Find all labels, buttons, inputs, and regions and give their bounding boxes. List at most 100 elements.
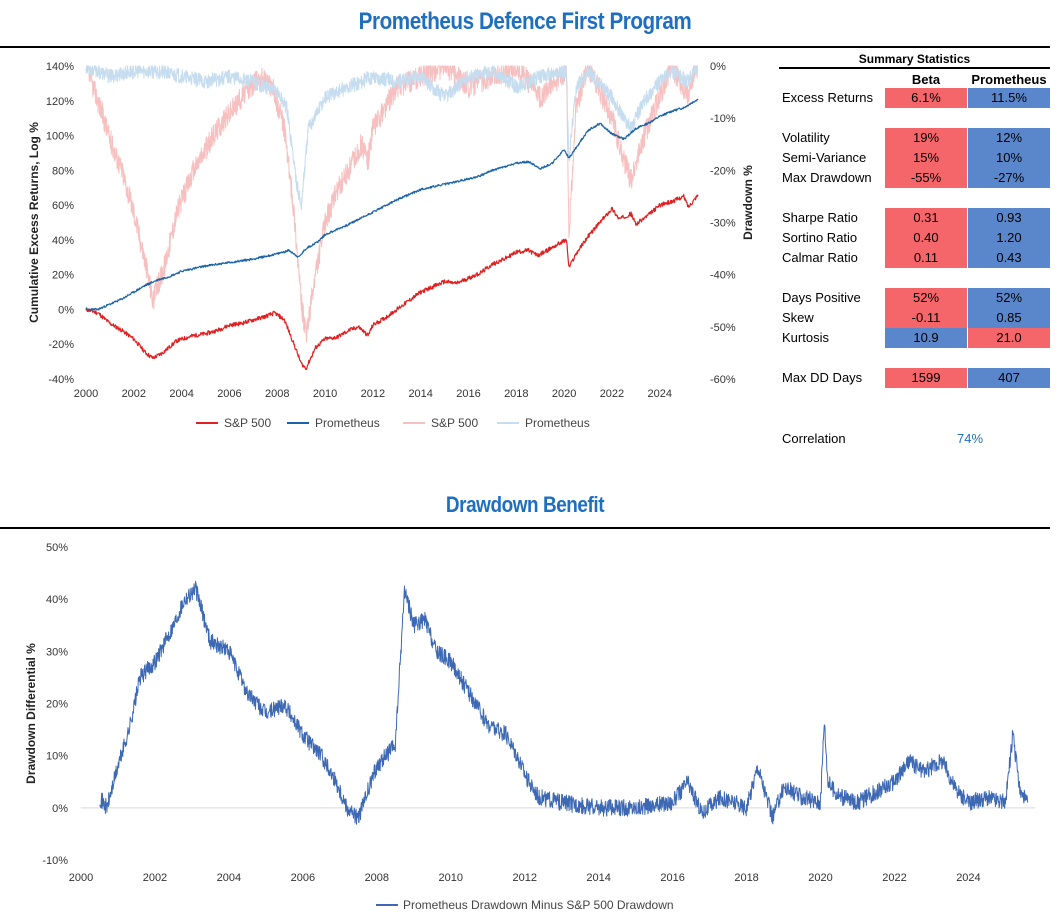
legend-label: S&P 500: [224, 416, 271, 430]
stat-prometheus-value: 21.0: [968, 328, 1050, 348]
x-tick-label: 2004: [217, 872, 241, 884]
correlation-label: Correlation: [782, 431, 846, 446]
stat-beta-value: 10.9: [885, 328, 967, 348]
legend-label: Prometheus Drawdown Minus S&P 500 Drawdo…: [403, 898, 674, 912]
stat-prometheus-value: 1.20: [968, 228, 1050, 248]
stat-beta-value: 0.31: [885, 208, 967, 228]
x-tick-label: 2022: [882, 872, 906, 884]
y2-tick-label: -30%: [710, 218, 736, 230]
stat-row: Sortino Ratio 0.40 1.20: [779, 228, 1050, 248]
y2-tick-label: 0%: [710, 61, 726, 73]
stat-beta-value: 6.1%: [885, 88, 967, 108]
legend-label: S&P 500: [431, 416, 478, 430]
x-tick-label: 2000: [74, 388, 98, 400]
x-tick-label: 2004: [169, 388, 193, 400]
correlation-value: 74%: [957, 431, 984, 446]
x-tick-label: 2006: [217, 388, 241, 400]
series-line-1: [85, 98, 699, 311]
series-line-2: [85, 65, 699, 343]
x-tick-label: 2002: [143, 872, 167, 884]
x-tick-label: 2014: [586, 872, 610, 884]
x-tick-label: 2012: [512, 872, 536, 884]
stat-label: Calmar Ratio: [782, 250, 858, 265]
col-header-beta: Beta: [911, 72, 941, 87]
stat-label: Sortino Ratio: [782, 230, 858, 245]
stat-prometheus-value: 10%: [968, 148, 1050, 168]
stat-label: Max Drawdown: [782, 170, 872, 185]
x-tick-label: 2016: [456, 388, 480, 400]
y-tick-label: 20%: [46, 699, 68, 711]
stat-beta-value: -55%: [885, 168, 967, 188]
stat-row: Kurtosis 10.9 21.0: [779, 328, 1050, 348]
y-tick-label: 0%: [58, 304, 74, 316]
x-tick-label: 2018: [504, 388, 528, 400]
y-tick-label: -10%: [42, 855, 68, 867]
stat-row: Skew -0.11 0.85: [779, 308, 1050, 328]
stat-row: Max Drawdown -55% -27%: [779, 168, 1050, 188]
stat-prometheus-value: 407: [968, 368, 1050, 388]
x-tick-label: 2012: [361, 388, 385, 400]
x-tick-label: 2000: [69, 872, 93, 884]
series-line-3: [85, 65, 699, 211]
x-tick-label: 2024: [956, 872, 980, 884]
y-tick-label: -40%: [48, 374, 74, 386]
stat-row: Days Positive 52% 52%: [779, 288, 1050, 308]
y-tick-label: 100%: [46, 131, 74, 143]
stat-row: Volatility 19% 12%: [779, 128, 1050, 148]
x-tick-label: 2014: [408, 388, 432, 400]
stat-label: Days Positive: [782, 290, 861, 305]
y-tick-label: -20%: [48, 339, 74, 351]
stat-beta-value: 0.11: [885, 248, 967, 268]
stat-label: Sharpe Ratio: [782, 210, 858, 225]
y2-tick-label: -60%: [710, 374, 736, 386]
drawdown-benefit-chart: 50% 40% 30% 20% 10% 0% -10%2000 2002 2004 2006 200…: [24, 542, 1035, 912]
y-tick-label: 50%: [46, 542, 68, 554]
stat-beta-value: 52%: [885, 288, 967, 308]
stat-beta-value: -0.11: [885, 308, 967, 328]
y-tick-label: 10%: [46, 751, 68, 763]
y2-tick-label: -50%: [710, 322, 736, 334]
y-tick-label: 140%: [46, 61, 74, 73]
x-tick-label: 2024: [648, 388, 672, 400]
stat-row: Sharpe Ratio 0.31 0.93: [779, 208, 1050, 228]
x-tick-label: 2010: [313, 388, 337, 400]
stat-label: Volatility: [782, 130, 830, 145]
x-tick-label: 2020: [552, 388, 576, 400]
stat-label: Kurtosis: [782, 330, 829, 345]
y-axis-label: Cumulative Excess Returns, Log %: [27, 122, 41, 323]
col-header-prometheus: Prometheus: [971, 72, 1047, 87]
stat-prometheus-value: 12%: [968, 128, 1050, 148]
stat-label: Max DD Days: [782, 370, 863, 385]
summary-rule: [779, 67, 1050, 69]
legend-label: Prometheus: [315, 416, 380, 430]
stat-row: Excess Returns 6.1% 11.5%: [779, 88, 1050, 108]
stat-label: Semi-Variance: [782, 150, 867, 165]
stat-prometheus-value: 11.5%: [968, 88, 1050, 108]
y2-tick-label: -20%: [710, 165, 736, 177]
stat-beta-value: 0.40: [885, 228, 967, 248]
stat-beta-value: 19%: [885, 128, 967, 148]
y-tick-label: 20%: [52, 270, 74, 282]
y-tick-label: 30%: [46, 646, 68, 658]
x-tick-label: 2002: [122, 388, 146, 400]
x-tick-label: 2008: [265, 388, 289, 400]
x-tick-label: 2016: [660, 872, 684, 884]
y-tick-label: 60%: [52, 200, 74, 212]
section-title-drawdown-benefit: Drawdown Benefit: [445, 492, 605, 517]
y-tick-label: 80%: [52, 165, 74, 177]
y2-axis-label: Drawdown %: [741, 165, 755, 240]
y-tick-label: 120%: [46, 96, 74, 108]
x-tick-label: 2018: [734, 872, 758, 884]
y2-tick-label: -10%: [710, 113, 736, 125]
stat-prometheus-value: 0.85: [968, 308, 1050, 328]
x-tick-label: 2010: [439, 872, 463, 884]
stat-prometheus-value: 0.93: [968, 208, 1050, 228]
differential-line: [99, 580, 1029, 825]
stat-row: Semi-Variance 15% 10%: [779, 148, 1050, 168]
page-title: Prometheus Defence First Program: [358, 8, 692, 35]
stat-beta-value: 1599: [885, 368, 967, 388]
legend-label: Prometheus: [525, 416, 590, 430]
stat-label: Excess Returns: [782, 90, 874, 105]
y-tick-label: 0%: [52, 803, 68, 815]
stat-row: Calmar Ratio 0.11 0.43: [779, 248, 1050, 268]
